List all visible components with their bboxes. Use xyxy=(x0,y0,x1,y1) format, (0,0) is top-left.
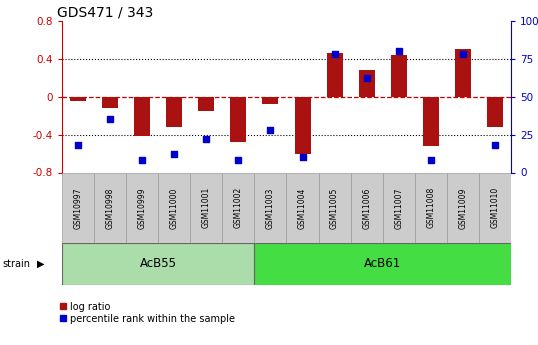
Text: GSM11004: GSM11004 xyxy=(298,187,307,228)
Bar xyxy=(487,97,503,127)
Point xyxy=(105,117,114,122)
Point xyxy=(266,127,275,133)
Text: GSM11010: GSM11010 xyxy=(491,187,500,228)
Bar xyxy=(94,172,126,243)
Bar xyxy=(222,172,254,243)
Point xyxy=(138,158,146,163)
Bar xyxy=(254,172,286,243)
Point xyxy=(363,76,371,81)
Point xyxy=(394,48,403,54)
Point xyxy=(330,51,339,57)
Point xyxy=(234,158,243,163)
Point xyxy=(202,136,210,142)
Bar xyxy=(318,172,351,243)
Bar xyxy=(423,97,439,146)
Text: GSM10997: GSM10997 xyxy=(73,187,82,229)
Text: GSM11006: GSM11006 xyxy=(362,187,371,228)
Bar xyxy=(455,49,471,97)
Text: AcB55: AcB55 xyxy=(140,257,176,270)
Legend: log ratio, percentile rank within the sample: log ratio, percentile rank within the sa… xyxy=(59,302,235,324)
Text: GDS471 / 343: GDS471 / 343 xyxy=(58,6,154,20)
Bar xyxy=(134,97,150,137)
Bar xyxy=(263,97,279,104)
Bar xyxy=(254,243,511,285)
Point xyxy=(427,158,435,163)
Bar xyxy=(327,53,343,97)
Bar xyxy=(286,172,318,243)
Bar xyxy=(294,97,310,154)
Bar xyxy=(415,172,447,243)
Bar xyxy=(62,243,254,285)
Bar xyxy=(62,172,94,243)
Bar xyxy=(351,172,383,243)
Text: GSM11002: GSM11002 xyxy=(234,187,243,228)
Bar xyxy=(447,172,479,243)
Text: ▶: ▶ xyxy=(37,259,44,269)
Bar xyxy=(479,172,511,243)
Text: GSM11008: GSM11008 xyxy=(427,187,435,228)
Text: GSM11001: GSM11001 xyxy=(202,187,211,228)
Text: GSM10998: GSM10998 xyxy=(105,187,115,228)
Bar xyxy=(70,97,86,101)
Bar xyxy=(190,172,222,243)
Point xyxy=(459,51,468,57)
Bar xyxy=(383,172,415,243)
Point xyxy=(74,142,82,148)
Text: GSM11005: GSM11005 xyxy=(330,187,339,228)
Text: GSM11007: GSM11007 xyxy=(394,187,404,228)
Bar xyxy=(102,97,118,108)
Text: GSM11000: GSM11000 xyxy=(169,187,179,228)
Point xyxy=(491,142,499,148)
Text: GSM10999: GSM10999 xyxy=(138,187,146,229)
Bar xyxy=(126,172,158,243)
Text: GSM11003: GSM11003 xyxy=(266,187,275,228)
Text: GSM11009: GSM11009 xyxy=(458,187,468,228)
Bar xyxy=(391,55,407,97)
Bar xyxy=(230,97,246,142)
Bar xyxy=(198,97,214,111)
Bar xyxy=(166,97,182,127)
Bar xyxy=(158,172,190,243)
Point xyxy=(298,155,307,160)
Point xyxy=(170,151,179,157)
Bar xyxy=(359,70,375,97)
Text: strain: strain xyxy=(3,259,31,269)
Text: AcB61: AcB61 xyxy=(364,257,401,270)
